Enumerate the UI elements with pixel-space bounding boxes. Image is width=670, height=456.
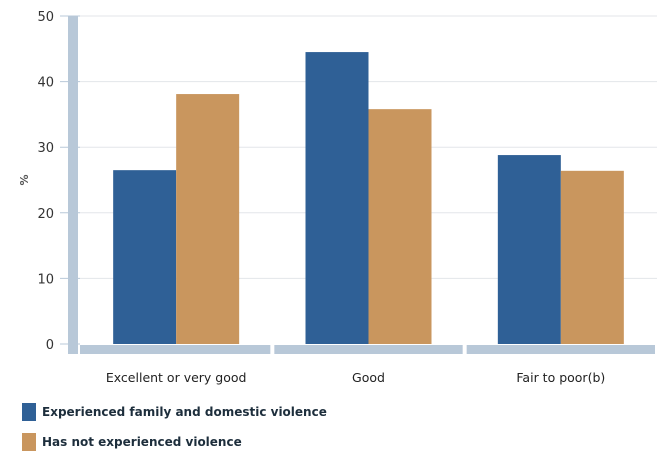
- y-tick-label: 10: [37, 272, 54, 287]
- y-axis-bar: [68, 16, 78, 354]
- y-tick-label: 30: [37, 141, 54, 156]
- legend-item-experienced: Experienced family and domestic violence: [22, 403, 327, 421]
- x-tick-label: Good: [352, 370, 385, 385]
- y-tick-label: 50: [37, 10, 54, 25]
- bar-chart: 0 10 20 30 40 50% Excellent or very good Good Fa…: [18, 10, 657, 385]
- y-tick-label: 20: [37, 207, 54, 222]
- x-axis-segment: [466, 345, 655, 354]
- y-tick-label: 0: [46, 338, 54, 353]
- bar-not-experienced: [176, 94, 240, 345]
- bar-experienced: [113, 170, 177, 344]
- bar-not-experienced: [560, 170, 624, 344]
- bar-experienced: [305, 52, 369, 345]
- legend-swatch: [22, 433, 36, 451]
- x-tick-label: Excellent or very good: [106, 370, 247, 385]
- x-axis-segment: [80, 345, 271, 354]
- x-tick-label: Fair to poor(b): [516, 370, 605, 385]
- bar-experienced: [497, 155, 561, 344]
- legend-label: Has not experienced violence: [42, 435, 242, 449]
- legend-item-not-experienced: Has not experienced violence: [22, 433, 242, 451]
- y-axis-label: %: [18, 174, 31, 185]
- x-axis-segment: [274, 345, 463, 354]
- bar-not-experienced: [368, 109, 432, 344]
- legend-label: Experienced family and domestic violence: [42, 405, 327, 419]
- y-tick-label: 40: [37, 76, 54, 91]
- legend-swatch: [22, 403, 36, 421]
